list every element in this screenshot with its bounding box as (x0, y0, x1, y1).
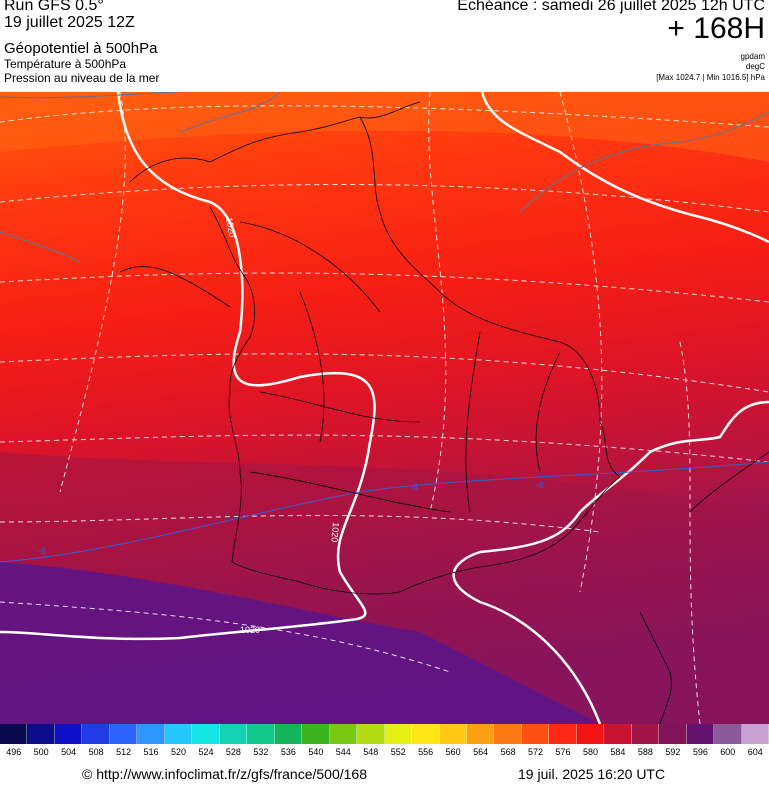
color-swatch (219, 724, 248, 744)
color-swatch (0, 724, 28, 744)
color-swatch (686, 724, 715, 744)
color-swatch (109, 724, 138, 744)
color-swatch (192, 724, 220, 744)
color-scale-tick: 508 (88, 747, 104, 757)
color-swatch (631, 724, 660, 744)
color-swatch (384, 724, 413, 744)
isobar-lines (0, 92, 769, 724)
forecast-hour: + 168H (667, 12, 765, 45)
color-scale-tick: 524 (198, 747, 214, 757)
color-swatch (576, 724, 605, 744)
color-scale-tick: 504 (61, 747, 77, 757)
coastlines-borders (119, 101, 769, 724)
color-scale-tick: 552 (390, 747, 406, 757)
color-swatch (137, 724, 165, 744)
color-swatch (714, 724, 742, 744)
color-band (0, 562, 600, 724)
isotherm-label-group: -8 -8 -8 (38, 480, 544, 556)
color-scale (0, 724, 769, 744)
copyright-url: © http://www.infoclimat.fr/z/gfs/france/… (82, 766, 367, 782)
color-scale-tick: 496 (6, 747, 22, 757)
isotherm-label: -8 (410, 482, 418, 492)
isotherm-label: -8 (536, 480, 544, 490)
isobar-label-group: 1020 1020 1020 (224, 217, 341, 635)
color-scale-tick: 556 (418, 747, 434, 757)
color-swatch (247, 724, 275, 744)
color-swatch (27, 724, 55, 744)
color-swatch (412, 724, 440, 744)
color-scale-tick: 580 (582, 747, 598, 757)
color-scale-tick: 600 (720, 747, 736, 757)
field-geopotential-label: Géopotentiel à 500hPa (4, 40, 158, 57)
color-scale-tick: 516 (143, 747, 159, 757)
color-swatch (521, 724, 550, 744)
color-scale-tick: 576 (555, 747, 571, 757)
color-scale-tick: 540 (308, 747, 324, 757)
color-scale-tick: 500 (33, 747, 49, 757)
forecast-valid-time: Echéance : samedi 26 juillet 2025 12h UT… (457, 0, 765, 14)
color-swatch (741, 724, 769, 744)
color-scale-tick: 572 (528, 747, 544, 757)
secondary-isobar-lines (0, 92, 769, 263)
color-swatch (494, 724, 522, 744)
color-scale-tick: 568 (500, 747, 516, 757)
color-scale-tick: 544 (335, 747, 351, 757)
color-swatch (439, 724, 467, 744)
color-swatch (549, 724, 577, 744)
isobar-label: 1020 (329, 522, 341, 543)
color-scale-tick: 592 (665, 747, 681, 757)
unit-temperature: degC (745, 62, 765, 71)
color-scale-tick: 564 (473, 747, 489, 757)
color-scale-tick: 588 (637, 747, 653, 757)
color-swatch (274, 724, 303, 744)
color-scale-tick: 584 (610, 747, 626, 757)
isotherm-zero-line (0, 461, 769, 563)
model-run-label: Run GFS 0.5° (4, 0, 104, 14)
isobar-label: 1020 (224, 217, 237, 238)
color-swatch (604, 724, 632, 744)
color-scale-tick: 560 (445, 747, 461, 757)
field-temperature-label: Température à 500hPa (4, 57, 127, 71)
color-swatch (357, 724, 385, 744)
generation-timestamp: 19 juil. 2025 16:20 UTC (518, 766, 666, 782)
color-scale-tick: 604 (747, 747, 763, 757)
field-pressure-label: Pression au niveau de la mer (4, 71, 160, 85)
color-swatch (82, 724, 110, 744)
color-scale-tick: 528 (225, 747, 241, 757)
color-scale-labels: 496 500 504 508 512 516 520 524 528 532 536 540 544 5… (0, 747, 769, 761)
run-date-label: 19 juillet 2025 12Z (4, 14, 135, 31)
isotherm-lines (0, 92, 769, 724)
color-swatch (329, 724, 358, 744)
map-header: Run GFS 0.5° 19 juillet 2025 12Z Géopote… (0, 0, 769, 92)
color-scale-tick: 520 (171, 747, 187, 757)
color-band (0, 92, 769, 162)
color-swatch (54, 724, 83, 744)
weather-map: 1020 1020 1020 -8 -8 -8 (0, 92, 769, 724)
color-swatch (466, 724, 495, 744)
color-scale-tick: 532 (253, 747, 269, 757)
color-scale-tick: 536 (280, 747, 296, 757)
color-swatch (659, 724, 687, 744)
isotherm-label: -8 (38, 546, 46, 556)
color-swatch (302, 724, 330, 744)
color-scale-tick: 512 (116, 747, 132, 757)
unit-pressure-range: [Max 1024.7 | Min 1016.5] hPa (656, 73, 765, 82)
color-scale-tick: 596 (692, 747, 708, 757)
color-scale-tick: 548 (363, 747, 379, 757)
unit-geopotential: gpdam (740, 52, 765, 61)
isobar-label: 1020 (240, 625, 260, 635)
color-swatch (164, 724, 193, 744)
